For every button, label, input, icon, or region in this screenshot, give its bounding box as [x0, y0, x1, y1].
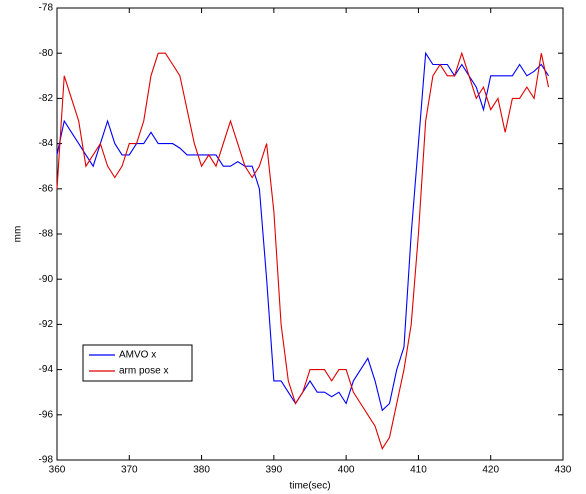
y-tick-label: -78: [39, 3, 54, 14]
y-tick-label: -88: [39, 229, 54, 240]
plot-area: [56, 7, 564, 461]
x-tick-label: 420: [482, 465, 499, 476]
x-tick-label: 400: [338, 465, 355, 476]
legend-label: AMVO x: [119, 350, 156, 361]
y-axis-label: mm: [13, 226, 24, 243]
legend-label: arm pose x: [119, 366, 168, 377]
x-tick-label: 390: [266, 465, 283, 476]
x-tick-label: 380: [193, 465, 210, 476]
legend-box: [82, 344, 193, 382]
y-tick-label: -90: [39, 274, 54, 285]
x-tick-label: 360: [49, 465, 66, 476]
x-tick-label: 370: [121, 465, 138, 476]
x-tick-label: 430: [555, 465, 572, 476]
y-tick-label: -82: [39, 93, 54, 104]
y-tick-label: -98: [39, 455, 54, 466]
y-tick-label: -84: [39, 138, 54, 149]
y-tick-label: -94: [39, 364, 54, 375]
y-tick-label: -80: [39, 48, 54, 59]
y-tick-label: -96: [39, 409, 54, 420]
x-tick-label: 410: [410, 465, 427, 476]
y-tick-label: -86: [39, 183, 54, 194]
series-line: [56, 51, 550, 450]
x-axis-label: time(sec): [289, 481, 330, 492]
y-tick-label: -92: [39, 319, 54, 330]
